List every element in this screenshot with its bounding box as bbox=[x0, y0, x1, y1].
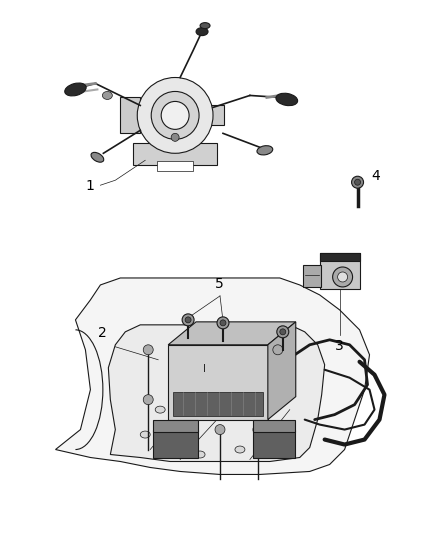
Ellipse shape bbox=[65, 83, 86, 96]
Ellipse shape bbox=[257, 146, 273, 155]
Bar bbox=[303, 265, 321, 287]
Ellipse shape bbox=[155, 406, 165, 413]
Text: 5: 5 bbox=[215, 277, 224, 291]
Circle shape bbox=[280, 329, 286, 335]
Polygon shape bbox=[168, 322, 296, 345]
Polygon shape bbox=[268, 322, 296, 419]
Circle shape bbox=[220, 320, 226, 326]
Bar bbox=[157, 161, 193, 171]
Circle shape bbox=[217, 317, 229, 329]
Circle shape bbox=[143, 394, 153, 405]
Ellipse shape bbox=[196, 28, 208, 36]
Bar bbox=[253, 419, 295, 432]
Circle shape bbox=[182, 314, 194, 326]
Bar bbox=[320, 253, 360, 289]
Text: 1: 1 bbox=[85, 179, 94, 193]
Circle shape bbox=[277, 326, 289, 338]
Ellipse shape bbox=[270, 436, 280, 443]
Bar bbox=[133, 143, 217, 165]
Circle shape bbox=[171, 133, 179, 141]
Circle shape bbox=[273, 345, 283, 355]
Text: 4: 4 bbox=[371, 169, 380, 183]
Circle shape bbox=[253, 425, 263, 434]
Text: 3: 3 bbox=[335, 339, 343, 353]
Bar bbox=[210, 106, 224, 125]
Circle shape bbox=[161, 101, 189, 130]
Ellipse shape bbox=[235, 446, 245, 453]
Ellipse shape bbox=[102, 92, 112, 100]
Circle shape bbox=[185, 317, 191, 323]
Text: 2: 2 bbox=[99, 326, 107, 340]
Bar bbox=[253, 430, 295, 457]
Ellipse shape bbox=[200, 22, 210, 29]
Ellipse shape bbox=[276, 93, 298, 106]
Circle shape bbox=[151, 92, 199, 139]
Bar bbox=[168, 345, 268, 419]
Bar bbox=[120, 98, 140, 133]
Circle shape bbox=[352, 176, 364, 188]
Text: I: I bbox=[203, 364, 206, 374]
Polygon shape bbox=[108, 325, 325, 462]
Circle shape bbox=[338, 272, 348, 282]
Bar bbox=[153, 430, 198, 457]
Ellipse shape bbox=[91, 152, 104, 162]
Ellipse shape bbox=[195, 451, 205, 458]
Circle shape bbox=[215, 425, 225, 434]
Bar bbox=[173, 392, 263, 416]
Ellipse shape bbox=[140, 431, 150, 438]
Circle shape bbox=[143, 345, 153, 355]
Polygon shape bbox=[56, 278, 370, 474]
Bar bbox=[153, 419, 198, 432]
Circle shape bbox=[137, 77, 213, 154]
Circle shape bbox=[355, 179, 360, 185]
Bar bbox=[320, 253, 360, 261]
Circle shape bbox=[332, 267, 353, 287]
